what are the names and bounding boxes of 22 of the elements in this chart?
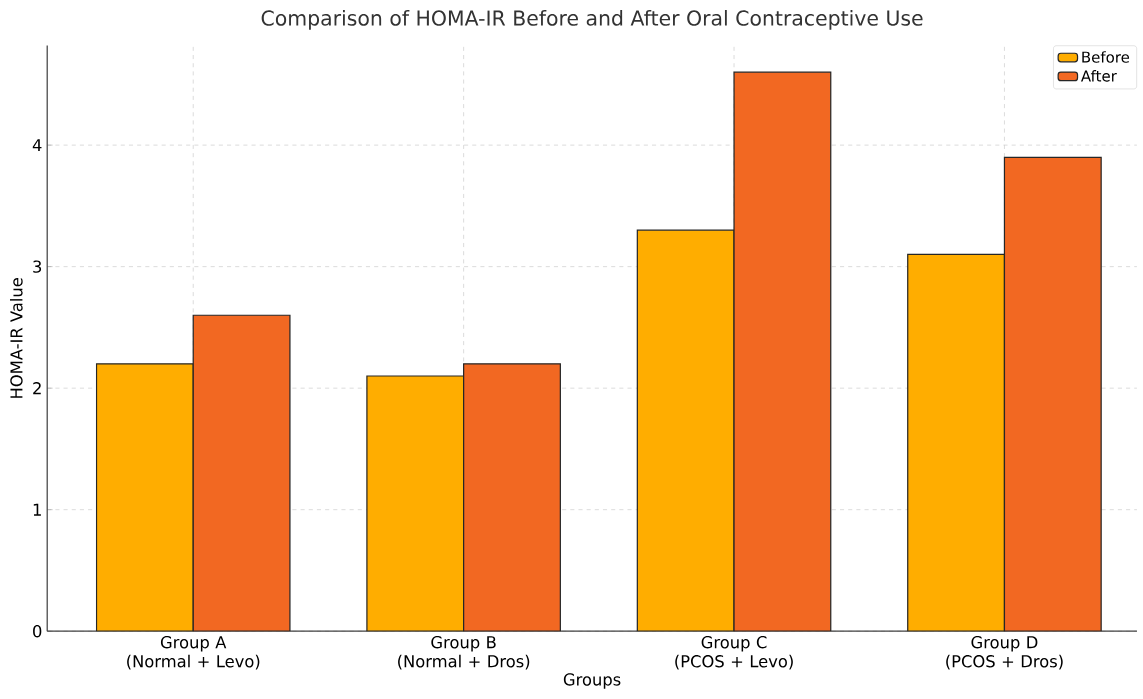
bar (192, 314, 291, 632)
y-tick-label: 2 (33, 382, 41, 395)
y-tick-label: 1 (33, 503, 41, 516)
bar (733, 71, 832, 632)
y-tick-label: 0 (33, 625, 42, 638)
bar (1003, 156, 1102, 632)
y-tick-label: 3 (33, 260, 42, 273)
y-axis-title: HOMA-IR Value (10, 278, 23, 398)
x-tick-label: Group B (Normal + Dros) (398, 636, 530, 670)
bar (636, 229, 735, 632)
y-tick-label: 4 (32, 139, 42, 152)
x-axis-title: Groups (563, 673, 621, 689)
chart-title: Comparison of HOMA-IR Before and After Oral Contraceptive Use (261, 10, 923, 30)
x-tick-label: Group A (Normal + Levo) (127, 636, 260, 670)
bar (95, 363, 194, 632)
x-tick-label: Group D (PCOS + Dros) (946, 636, 1063, 670)
bar (463, 363, 561, 632)
legend-label: Before (1082, 51, 1130, 63)
x-tick-label: Group C (PCOS + Levo) (675, 636, 793, 670)
bar (366, 375, 465, 632)
legend-label: After (1080, 70, 1117, 82)
bar (907, 253, 1006, 632)
